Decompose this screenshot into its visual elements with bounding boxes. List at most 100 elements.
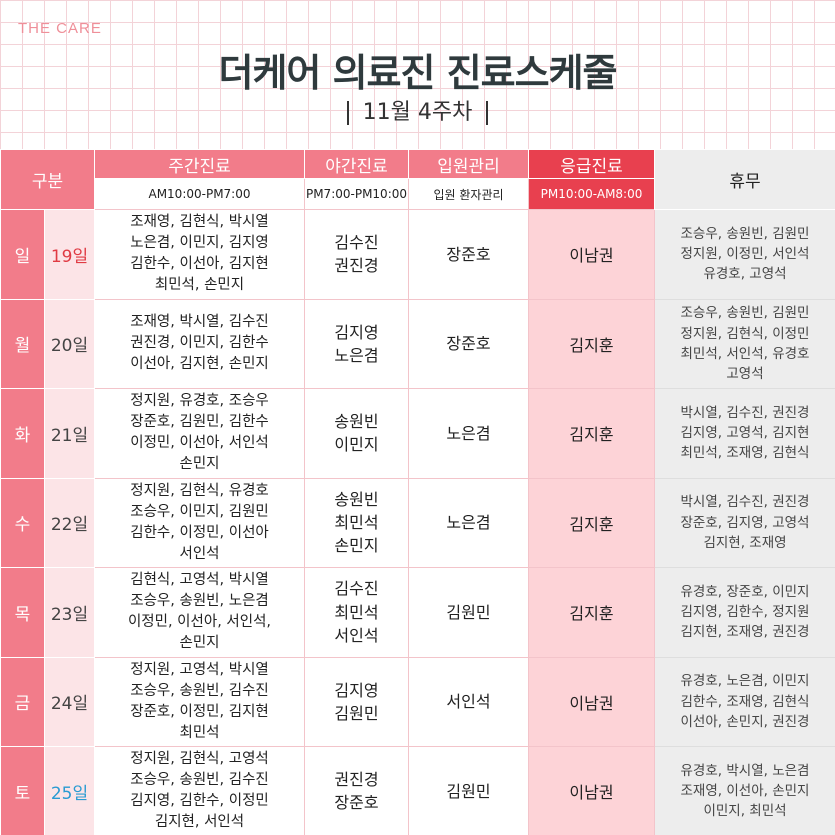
cell-line: 서인석	[179, 545, 220, 562]
date-cell: 21일	[44, 388, 95, 479]
cell-line: 김지영	[334, 322, 379, 342]
day-of-week: 금	[0, 656, 45, 747]
date-cell: 20일	[44, 298, 95, 389]
ward-cell: 노은겸	[408, 477, 529, 568]
cell-line: 장준호, 이정민, 김지현	[130, 703, 269, 720]
table-row: 목 23일 김현식, 고영석, 박시열 조승우, 송원빈, 노은겸 이정민, 이선아, …	[0, 567, 835, 658]
day-of-week: 일	[0, 209, 45, 300]
cell-line: 이정민, 이선아, 서인석	[130, 435, 269, 452]
cell-line: 서인석	[334, 625, 379, 645]
cell-line: 최민석	[334, 513, 379, 533]
cell-line: 정지원, 유경호, 조승우	[130, 393, 269, 410]
day-clinic-cell: 정지원, 고영석, 박시열 조승우, 송원빈, 김수진 장준호, 이정민, 김지현 최…	[94, 656, 305, 747]
cell-line: 정지원, 김현식, 유경호	[130, 482, 269, 499]
emergency-cell: 이남권	[528, 746, 655, 835]
cell-line: 김지영, 김한수, 정지원	[680, 604, 810, 621]
date-cell: 24일	[44, 656, 95, 747]
cell-line: 노은겸, 이민지, 김지영	[130, 235, 269, 252]
ward-cell: 노은겸	[408, 388, 529, 479]
cell-line: 유경호, 노은겸, 이민지	[680, 673, 810, 690]
cell-line: 김한수, 조재영, 김현식	[680, 693, 810, 710]
date-cell: 23일	[44, 567, 95, 658]
off-cell: 유경호, 노은겸, 이민지 김한수, 조재영, 김현식 이선아, 손민지, 권진경	[654, 656, 835, 747]
off-cell: 조승우, 송원빈, 김원민 정지원, 이정민, 서인석 유경호, 고영석	[654, 209, 835, 300]
cell-line: 김지현, 조재영, 권진경	[680, 624, 810, 641]
header-day-clinic: 주간진료	[94, 149, 305, 179]
cell-line: 이민지, 최민석	[703, 803, 787, 820]
week-label: 11월 4주차	[362, 100, 473, 125]
cell-line: 김수진	[334, 579, 379, 599]
date-cell: 19일	[44, 209, 95, 300]
cell-line: 권진경	[334, 770, 379, 790]
header-emergency-time: PM10:00-AM8:00	[528, 178, 655, 210]
cell-line: 조승우, 송원빈, 김수진	[130, 772, 269, 789]
cell-line: 장준호, 김원민, 김한수	[130, 414, 269, 431]
ward-cell: 서인석	[408, 656, 529, 747]
cell-line: 박시열, 김수진, 권진경	[680, 494, 810, 511]
emergency-cell: 김지훈	[528, 298, 655, 389]
night-clinic-cell: 송원빈 최민석 손민지	[304, 477, 409, 568]
cell-line: 손민지	[179, 456, 220, 473]
date-cell: 22일	[44, 477, 95, 568]
cell-line: 김지현, 조재영	[703, 534, 787, 551]
cell-line: 정지원, 고영석, 박시열	[130, 661, 269, 678]
subtitle-divider-left	[346, 101, 349, 125]
cell-line: 권진경, 이민지, 김한수	[130, 335, 269, 352]
cell-line: 김한수, 이선아, 김지현	[130, 256, 269, 273]
cell-line: 정지원, 이정민, 서인석	[680, 246, 810, 263]
cell-line: 조승우, 송원빈, 김원민	[680, 225, 810, 242]
cell-line: 송원빈	[334, 412, 379, 432]
emergency-cell: 김지훈	[528, 567, 655, 658]
cell-line: 권진경	[334, 256, 379, 276]
emergency-cell: 김지훈	[528, 388, 655, 479]
cell-line: 손민지	[179, 635, 220, 652]
cell-line: 이정민, 이선아, 서인석,	[127, 614, 272, 631]
header-off: 휴무	[654, 149, 835, 210]
cell-line: 조승우, 이민지, 김원민	[130, 503, 269, 520]
ward-cell: 장준호	[408, 298, 529, 389]
cell-line: 정지원, 김현식, 이정민	[680, 325, 810, 342]
night-clinic-cell: 송원빈 이민지	[304, 388, 409, 479]
cell-line: 조승우, 송원빈, 김수진	[130, 682, 269, 699]
off-cell: 유경호, 장준호, 이민지 김지영, 김한수, 정지원 김지현, 조재영, 권진경	[654, 567, 835, 658]
cell-line: 최민석, 조재영, 김현식	[680, 445, 810, 462]
date-cell: 25일	[44, 746, 95, 835]
cell-line: 김현식, 고영석, 박시열	[130, 572, 269, 589]
cell-line: 김원민	[334, 703, 379, 723]
cell-line: 조재영, 김현식, 박시열	[130, 214, 269, 231]
cell-line: 송원빈	[334, 489, 379, 509]
header-gubun: 구분	[0, 149, 95, 210]
ward-cell: 김원민	[408, 567, 529, 658]
emergency-cell: 이남권	[528, 656, 655, 747]
cell-line: 유경호, 박시열, 노은겸	[680, 762, 810, 779]
cell-line: 조승우, 송원빈, 김원민	[680, 305, 810, 322]
page-title: 더케어 의료진 진료스케줄	[218, 51, 617, 95]
cell-line: 김지영	[334, 680, 379, 700]
header-emergency: 응급진료	[528, 149, 655, 179]
cell-line: 노은겸	[334, 345, 379, 365]
cell-line: 박시열, 김수진, 권진경	[680, 404, 810, 421]
cell-line: 최민석, 손민지	[154, 277, 245, 294]
brand-logo-text: THE CARE	[18, 20, 102, 37]
cell-line: 고영석	[726, 366, 764, 382]
table-row: 토 25일 정지원, 김현식, 고영석 조승우, 송원빈, 김수진 김지영, 김한수, …	[0, 746, 835, 835]
day-clinic-cell: 조재영, 박시열, 김수진 권진경, 이민지, 김한수 이선아, 김지현, 손민지	[94, 298, 305, 389]
cell-line: 김한수, 이정민, 이선아	[130, 524, 269, 541]
emergency-cell: 김지훈	[528, 477, 655, 568]
header-ward: 입원관리	[408, 149, 529, 179]
table-row: 월 20일 조재영, 박시열, 김수진 권진경, 이민지, 김한수 이선아, 김지현, …	[0, 298, 835, 389]
subtitle-divider-right	[486, 101, 489, 125]
table-row: 화 21일 정지원, 유경호, 조승우 장준호, 김원민, 김한수 이정민, 이선아, …	[0, 388, 835, 479]
emergency-cell: 이남권	[528, 209, 655, 300]
cell-line: 장준호, 김지영, 고영석	[680, 514, 810, 531]
night-clinic-cell: 권진경 장준호	[304, 746, 409, 835]
cell-line: 최민석, 서인석, 유경호	[680, 345, 810, 362]
day-of-week: 수	[0, 477, 45, 568]
cell-line: 김수진	[334, 233, 379, 253]
